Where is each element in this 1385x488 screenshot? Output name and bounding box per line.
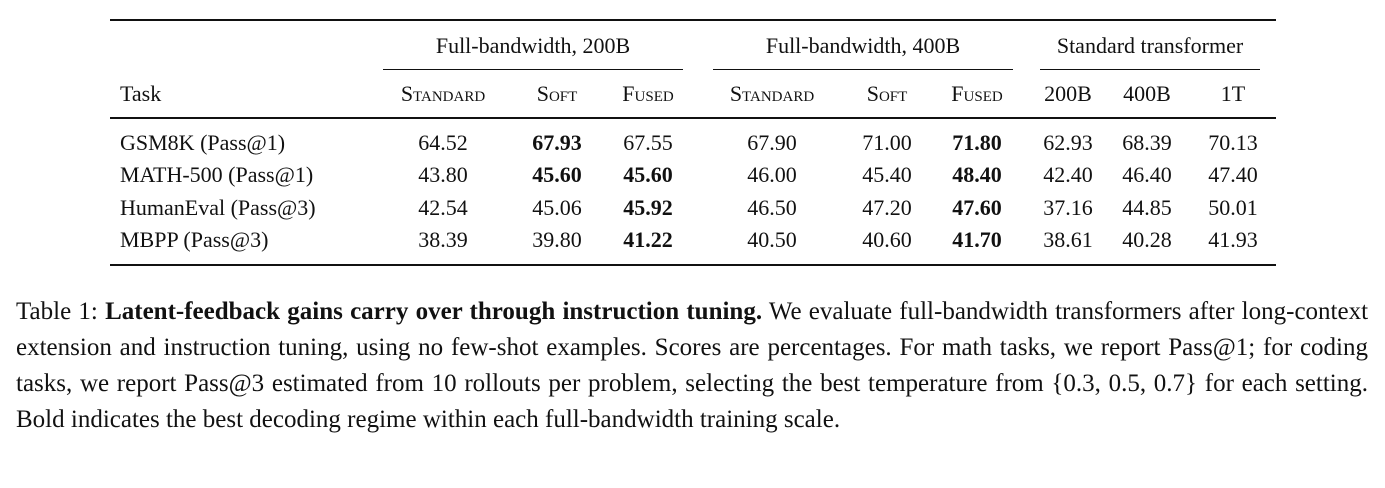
group-rule [1040,69,1260,70]
top-rule [110,19,1276,21]
caption-label: Table 1: [16,298,98,325]
cell-value: 44.85 [1122,195,1172,220]
cell-value: 41.70 [952,227,1002,252]
cell-value: 70.13 [1208,130,1258,155]
cell-value: 67.90 [747,130,797,155]
cell-value: 68.39 [1122,130,1172,155]
cell-value: 42.40 [1043,162,1093,187]
cell-value: 41.93 [1208,227,1258,252]
cell-value: 46.50 [747,195,797,220]
cell-value: 62.93 [1043,130,1093,155]
cell-value: 45.06 [532,195,582,220]
column-header: Task [120,81,162,106]
bottom-rule [110,264,1276,266]
cell-value: 45.60 [532,162,582,187]
group-rule [383,69,683,70]
column-header: 1T [1220,81,1246,106]
cell-value: 47.60 [952,195,1002,220]
caption: Table 1: Latent-feedback gains carry ove… [16,294,1368,438]
cell-value: 48.40 [952,162,1002,187]
cell-value: 46.00 [747,162,797,187]
cell-value: 67.93 [532,130,582,155]
column-header: 200B [1044,81,1092,106]
cell-value: 43.80 [418,162,468,187]
cell-value: 71.00 [862,130,912,155]
cell-value: 50.01 [1208,195,1258,220]
group-header: Full-bandwidth, 200B [435,33,631,58]
cell-value: 47.20 [862,195,912,220]
column-header: Standard [400,81,486,106]
cell-value: 71.80 [952,130,1002,155]
cell-value: 64.52 [418,130,468,155]
row-label: HumanEval (Pass@3) [120,195,316,220]
caption-title: Latent-feedback gains carry over through… [105,298,763,325]
column-header: Soft [536,81,578,106]
cell-value: 47.40 [1208,162,1258,187]
cell-value: 67.55 [623,130,673,155]
cell-value: 42.54 [418,195,468,220]
cell-value: 45.92 [623,195,673,220]
column-header: 400B [1123,81,1171,106]
cell-value: 41.22 [623,227,673,252]
caption-text: We evaluate full-bandwidth transformers … [16,298,1369,433]
group-header: Standard transformer [1056,33,1244,58]
cell-value: 39.80 [532,227,582,252]
column-header: Fused [951,81,1003,106]
cell-value: 38.61 [1043,227,1093,252]
cell-value: 40.28 [1122,227,1172,252]
row-label: MBPP (Pass@3) [120,227,269,252]
cell-value: 46.40 [1122,162,1172,187]
cell-value: 45.40 [862,162,912,187]
row-label: GSM8K (Pass@1) [120,130,286,155]
cell-value: 45.60 [623,162,673,187]
group-header: Full-bandwidth, 400B [765,33,961,58]
cell-value: 37.16 [1043,195,1093,220]
cell-value: 40.60 [862,227,912,252]
column-header: Fused [622,81,674,106]
group-rule [713,69,1013,70]
column-header: Soft [866,81,908,106]
mid-rule [110,117,1276,119]
column-header: Standard [729,81,815,106]
cell-value: 38.39 [418,227,468,252]
row-label: MATH-500 (Pass@1) [120,162,314,187]
cell-value: 40.50 [747,227,797,252]
